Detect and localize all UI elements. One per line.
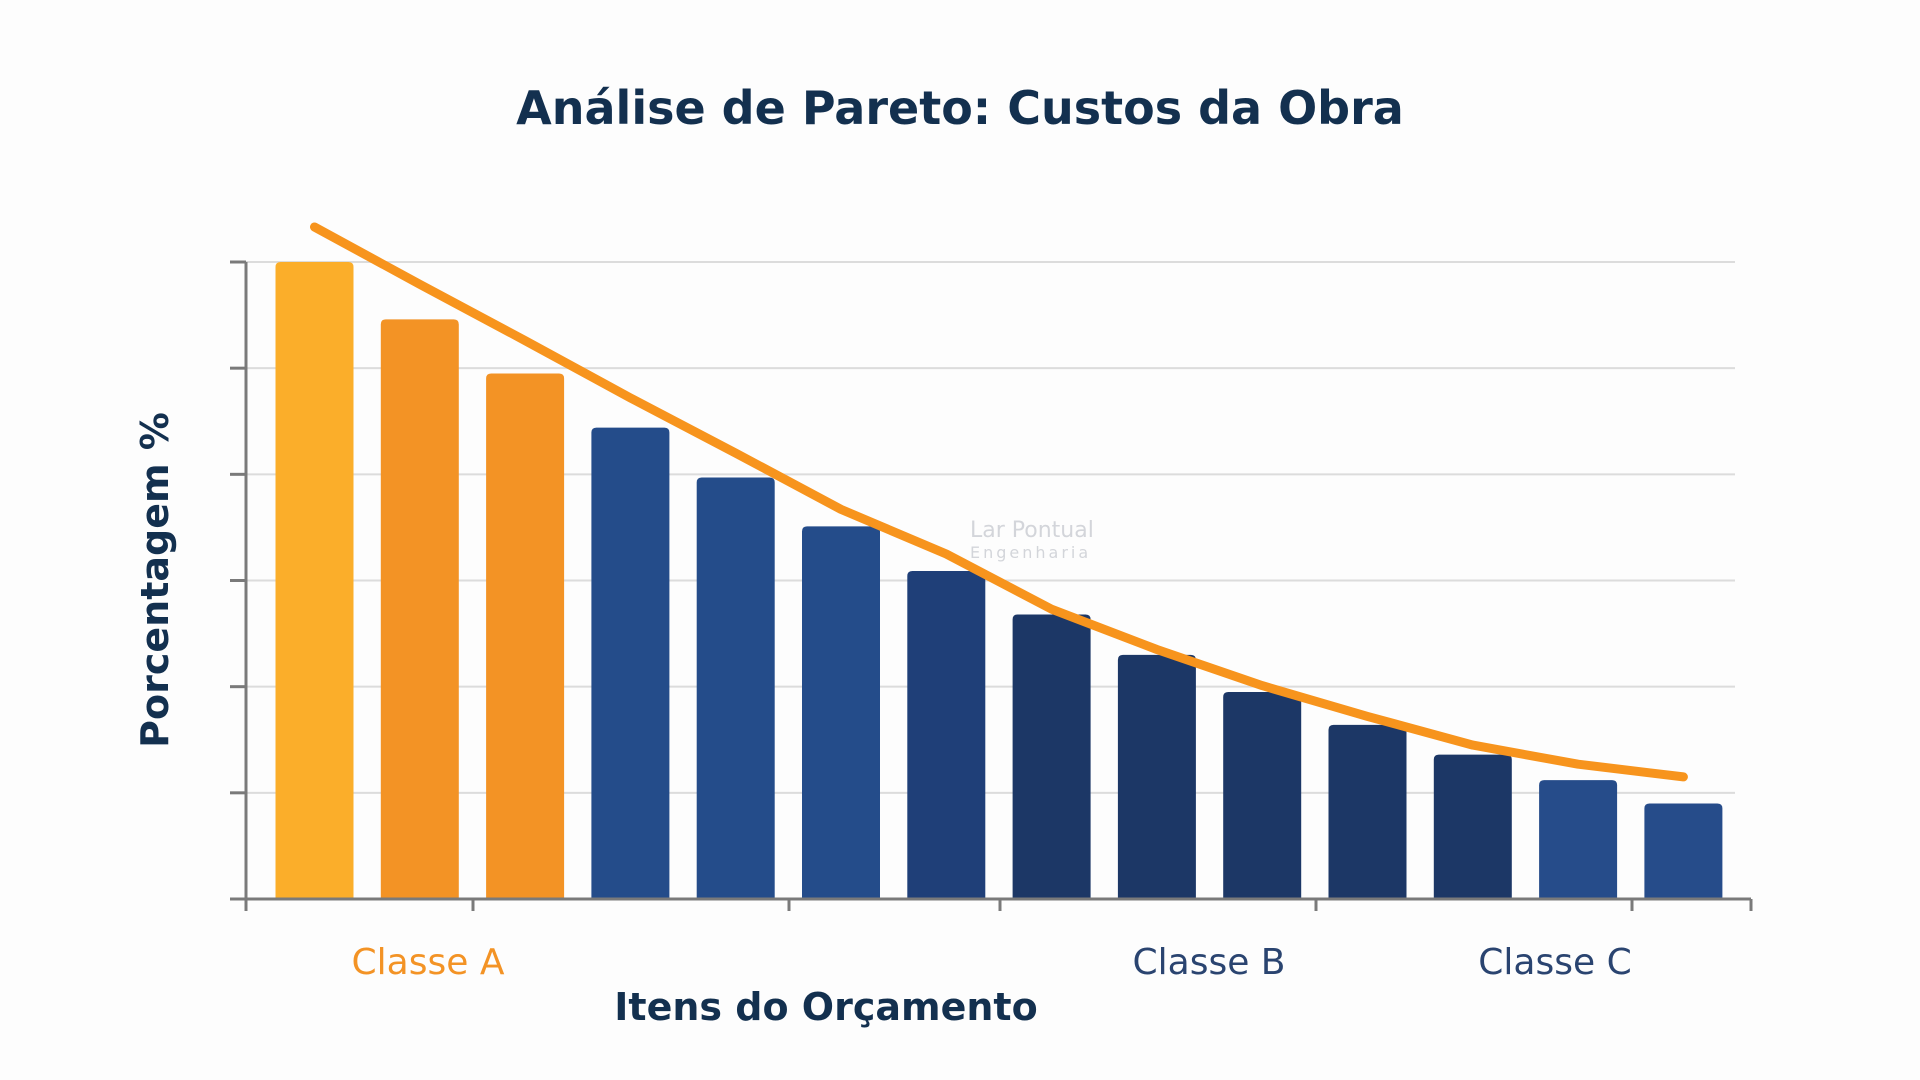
bar [486,373,565,900]
bar [907,570,986,899]
class-c-label: Classe C [1478,942,1631,983]
class-b-label: Classe B [1133,942,1286,983]
bar [696,477,775,899]
bar [380,319,459,900]
cumulative-line [310,222,1688,782]
bar [1012,614,1091,899]
watermark-line2: Engenharia [970,543,1091,562]
bar [1539,780,1618,899]
x-axis-label: Itens do Orçamento [614,985,1037,1029]
bar [591,427,670,899]
y-axis-label: Porcentagem % [133,412,177,748]
bars [275,262,1723,900]
axes [230,260,1753,911]
bar [802,526,880,899]
bar [1328,724,1407,899]
class-a-label: Classe A [352,942,505,983]
watermark-line1: Lar Pontual [970,518,1094,543]
bar [1117,654,1196,899]
chart-title: Análise de Pareto: Custos da Obra [516,81,1404,135]
bar [1644,803,1723,899]
bar [1223,691,1302,899]
bar [1433,754,1512,899]
watermark: Lar Pontual Engenharia [970,518,1094,562]
bar [275,262,354,899]
